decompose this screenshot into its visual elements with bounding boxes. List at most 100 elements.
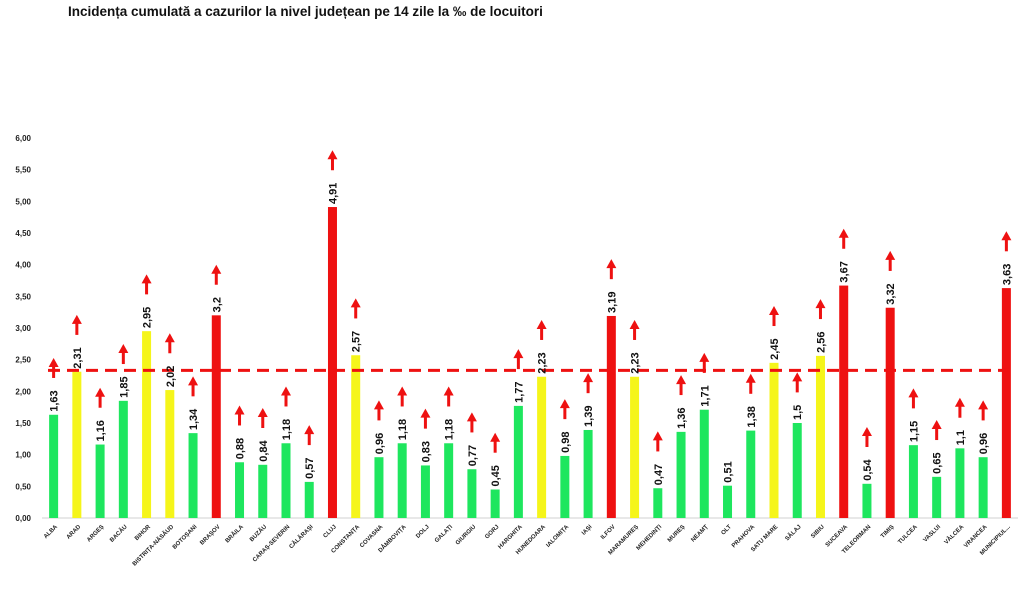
data-label: 1,18 <box>444 419 456 440</box>
bar <box>792 423 802 518</box>
arrow-head <box>931 420 942 430</box>
arrow-shaft <box>540 327 544 340</box>
arrow-shaft <box>75 322 79 335</box>
bar <box>281 443 291 518</box>
trend-up-arrow <box>559 399 570 420</box>
arrow-head <box>71 314 82 324</box>
arrow-head <box>257 408 268 417</box>
trend-up-arrow <box>466 412 477 433</box>
bar <box>118 400 128 518</box>
trend-up-arrow <box>583 373 594 394</box>
arrow-shaft <box>447 394 451 407</box>
trend-up-arrow <box>606 259 617 280</box>
arrow-head <box>490 432 501 442</box>
arrow-head <box>188 376 199 386</box>
bar <box>908 445 918 518</box>
x-tick-label: BACĂU <box>108 523 128 543</box>
x-tick-label: BIHOR <box>134 524 152 542</box>
arrow-shaft <box>238 413 242 426</box>
data-label: 3,63 <box>1001 264 1013 285</box>
arrow-head <box>536 319 547 329</box>
trend-up-arrow <box>373 400 384 421</box>
y-tick-label: 5,50 <box>15 166 31 175</box>
arrow-head <box>211 264 222 274</box>
arrow-shaft <box>772 314 776 327</box>
arrow-shaft <box>842 236 846 249</box>
bar <box>142 331 152 518</box>
arrow-shaft <box>865 435 869 447</box>
data-label: 3,32 <box>885 283 897 304</box>
data-label: 3,2 <box>211 297 223 312</box>
y-tick-label: 3,50 <box>15 292 31 301</box>
y-tick-label: 6,00 <box>15 134 31 143</box>
bar <box>699 409 709 518</box>
trend-up-arrow <box>188 376 199 397</box>
data-label: 1,39 <box>583 406 595 427</box>
arrow-head <box>281 386 291 396</box>
x-tick-label: IALOMIȚA <box>546 524 571 549</box>
arrow-head <box>978 400 989 410</box>
data-label: 0,77 <box>467 445 479 466</box>
data-label: 2,45 <box>769 338 781 359</box>
x-tick-label: NEAMȚ <box>690 524 710 544</box>
arrow-head <box>769 306 779 316</box>
bar <box>374 457 384 518</box>
trend-up-arrow <box>141 274 152 295</box>
arrow-shaft <box>330 158 334 171</box>
x-tick-label: ILFOV <box>600 524 617 541</box>
bar <box>235 462 245 518</box>
x-tick-label: ARGEȘ <box>86 524 105 543</box>
data-label: 1,77 <box>513 381 525 402</box>
bar <box>815 355 825 518</box>
x-tick-label: BOTOȘANI <box>172 524 199 551</box>
bar <box>723 485 733 518</box>
arrow-head <box>513 349 524 359</box>
x-tick-label: GALAȚI <box>434 524 454 544</box>
data-label: 2,23 <box>537 352 549 373</box>
data-label: 0,65 <box>932 452 944 473</box>
arrow-head <box>443 386 454 396</box>
data-label: 1,63 <box>49 390 61 411</box>
arrow-shaft <box>261 416 265 428</box>
bar <box>304 481 314 518</box>
bar <box>165 390 175 518</box>
x-tick-label: SĂLAJ <box>784 523 803 542</box>
trend-up-arrow <box>327 150 338 171</box>
arrow-shaft <box>935 428 939 441</box>
arrow-head <box>652 431 663 441</box>
arrow-head <box>815 299 826 309</box>
arrow-shaft <box>214 272 218 285</box>
arrow-shaft <box>609 267 613 280</box>
arrow-shaft <box>981 408 985 421</box>
trend-up-arrow <box>652 431 663 452</box>
trend-up-arrow <box>350 298 361 319</box>
data-label: 1,34 <box>188 408 200 430</box>
data-label: 0,47 <box>653 464 665 485</box>
trend-up-arrow <box>792 372 803 393</box>
bar <box>258 464 268 518</box>
arrow-head <box>861 427 872 436</box>
bar <box>583 429 593 518</box>
arrow-head <box>466 412 477 422</box>
trend-up-arrow <box>745 373 756 394</box>
arrow-head <box>583 373 594 383</box>
trend-up-arrow <box>954 397 965 418</box>
trend-up-arrow <box>71 314 82 335</box>
x-tick-label: CLUJ <box>323 524 338 539</box>
arrow-head <box>1001 231 1012 241</box>
bars <box>49 207 1011 519</box>
x-tick-label: OLT <box>721 524 734 537</box>
data-label: 1,1 <box>955 430 967 445</box>
arrow-shaft <box>307 433 311 446</box>
bar <box>862 483 872 518</box>
bar <box>72 371 82 518</box>
data-label: 2,31 <box>72 347 84 368</box>
arrow-shaft <box>98 395 102 408</box>
arrow-head <box>327 150 338 160</box>
trend-up-arrow <box>769 306 779 327</box>
data-label: 4,91 <box>327 183 339 204</box>
data-label: 0,84 <box>258 440 270 462</box>
arrow-shaft <box>679 383 683 396</box>
arrow-shaft <box>377 408 381 421</box>
chart-title: Incidența cumulată a cazurilor la nivel … <box>68 4 543 19</box>
